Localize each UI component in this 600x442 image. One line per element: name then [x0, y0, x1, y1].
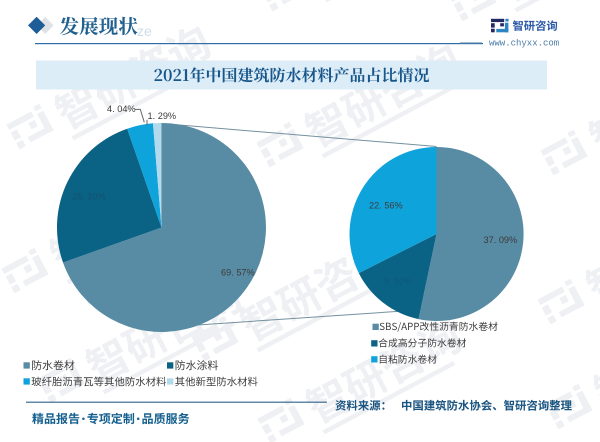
svg-text:9. 92%: 9. 92% [384, 276, 413, 286]
svg-text:22. 56%: 22. 56% [369, 201, 403, 211]
svg-text:4. 04%: 4. 04% [107, 104, 136, 114]
svg-text:ze: ze [137, 23, 152, 39]
svg-text:25. 10%: 25. 10% [72, 192, 106, 202]
svg-text:www.chyxx.com: www.chyxx.com [489, 38, 559, 48]
svg-text:37. 09%: 37. 09% [484, 235, 518, 245]
svg-text:1. 29%: 1. 29% [148, 111, 177, 121]
svg-text:69. 57%: 69. 57% [221, 268, 255, 278]
